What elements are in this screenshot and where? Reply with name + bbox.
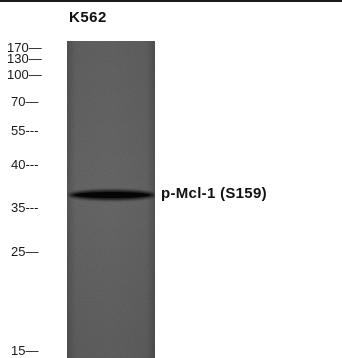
marker-40: 40--- [11, 157, 39, 172]
marker-15: 15— [11, 343, 39, 358]
marker-70: 70— [11, 94, 39, 109]
marker-35: 35--- [11, 200, 39, 215]
lane-label: K562 [69, 9, 107, 26]
marker-55: 55--- [11, 123, 39, 138]
western-blot-lane [67, 41, 155, 358]
blot-image [67, 41, 155, 358]
band-label: p-Mcl-1 (S159) [161, 185, 267, 202]
marker-170: 170— [7, 40, 42, 55]
marker-25: 25— [11, 244, 39, 259]
top-border-line [0, 0, 342, 2]
marker-100: 100— [7, 67, 42, 82]
marker-130: 130— [7, 51, 42, 66]
